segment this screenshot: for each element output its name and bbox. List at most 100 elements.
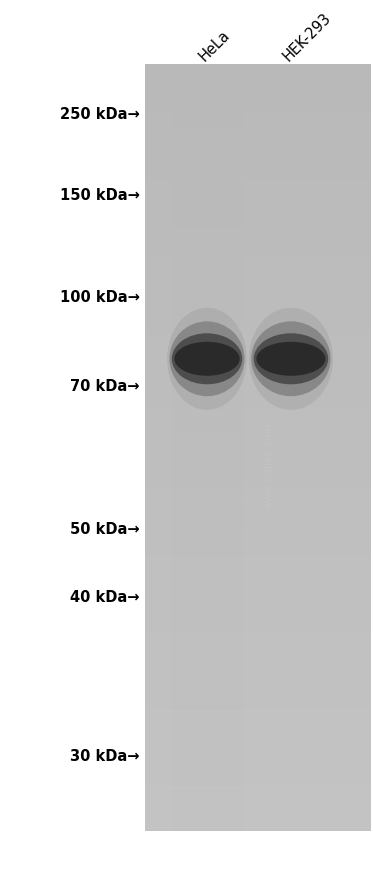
Bar — [171, 585, 243, 595]
Ellipse shape — [169, 322, 245, 397]
Ellipse shape — [257, 342, 325, 376]
Bar — [145, 692, 371, 702]
Bar — [145, 769, 371, 778]
Bar — [171, 386, 243, 396]
Bar — [171, 631, 243, 640]
Bar — [171, 348, 243, 358]
Bar — [171, 623, 243, 633]
Bar — [171, 356, 243, 365]
Bar — [171, 417, 243, 426]
Ellipse shape — [172, 333, 242, 385]
Bar — [145, 455, 371, 465]
Bar — [145, 226, 371, 235]
Bar — [145, 524, 371, 534]
Bar — [145, 662, 371, 670]
Bar — [171, 249, 243, 258]
Bar — [145, 341, 371, 350]
Bar — [145, 685, 371, 694]
Bar — [145, 409, 371, 418]
Bar — [145, 134, 371, 144]
Bar — [145, 89, 371, 97]
Ellipse shape — [254, 333, 328, 385]
Bar — [145, 371, 371, 381]
Bar — [171, 210, 243, 220]
Bar — [145, 746, 371, 755]
Bar — [145, 516, 371, 526]
Bar — [171, 814, 243, 823]
Bar — [171, 65, 243, 75]
Bar — [171, 806, 243, 816]
Bar — [171, 524, 243, 534]
Bar — [145, 386, 371, 396]
Bar — [145, 425, 371, 434]
Bar — [171, 746, 243, 755]
Ellipse shape — [167, 308, 247, 410]
Bar — [171, 822, 243, 831]
Bar — [145, 295, 371, 304]
Bar — [145, 257, 371, 266]
Bar — [145, 119, 371, 128]
Bar — [145, 333, 371, 342]
Bar — [145, 317, 371, 327]
Bar — [171, 325, 243, 334]
Bar — [145, 569, 371, 579]
Text: 70 kDa→: 70 kDa→ — [70, 379, 140, 393]
Bar — [145, 554, 371, 564]
Bar — [145, 463, 371, 472]
Bar — [171, 401, 243, 411]
Bar — [145, 776, 371, 786]
Bar — [171, 715, 243, 724]
Bar — [171, 126, 243, 136]
Bar — [145, 241, 371, 250]
Bar — [171, 463, 243, 472]
Bar — [171, 776, 243, 786]
Bar — [145, 379, 371, 388]
Bar — [171, 562, 243, 571]
Bar — [171, 73, 243, 82]
Text: HEK-293: HEK-293 — [280, 11, 334, 64]
Bar — [171, 769, 243, 778]
Bar — [145, 310, 371, 319]
Bar — [145, 417, 371, 426]
Bar — [171, 501, 243, 510]
Bar — [145, 264, 371, 274]
Bar — [145, 188, 371, 197]
Bar — [145, 394, 371, 403]
Bar — [171, 608, 243, 618]
Bar — [145, 761, 371, 771]
Bar — [171, 722, 243, 732]
Bar — [171, 646, 243, 655]
Bar — [171, 516, 243, 526]
Bar — [171, 295, 243, 304]
Bar — [145, 547, 371, 556]
Bar — [145, 806, 371, 816]
Bar — [171, 455, 243, 465]
Bar — [145, 485, 371, 495]
Bar — [171, 654, 243, 663]
Bar — [145, 173, 371, 181]
Bar — [171, 485, 243, 495]
Bar — [145, 700, 371, 709]
Bar — [145, 203, 371, 212]
Bar — [171, 432, 243, 442]
Bar — [171, 730, 243, 739]
Bar — [145, 578, 371, 586]
Text: 40 kDa→: 40 kDa→ — [70, 590, 140, 604]
Bar — [171, 180, 243, 190]
Bar — [171, 692, 243, 702]
Bar — [171, 111, 243, 121]
Bar — [171, 578, 243, 586]
Text: HeLa: HeLa — [197, 28, 233, 64]
Bar — [145, 601, 371, 610]
Bar — [171, 80, 243, 90]
Bar — [171, 188, 243, 197]
Bar — [145, 210, 371, 220]
Bar — [145, 478, 371, 487]
Bar — [171, 203, 243, 212]
Bar — [145, 715, 371, 724]
Bar — [145, 616, 371, 625]
Bar — [145, 593, 371, 603]
Bar — [171, 218, 243, 228]
Bar — [145, 325, 371, 334]
Ellipse shape — [251, 322, 330, 397]
